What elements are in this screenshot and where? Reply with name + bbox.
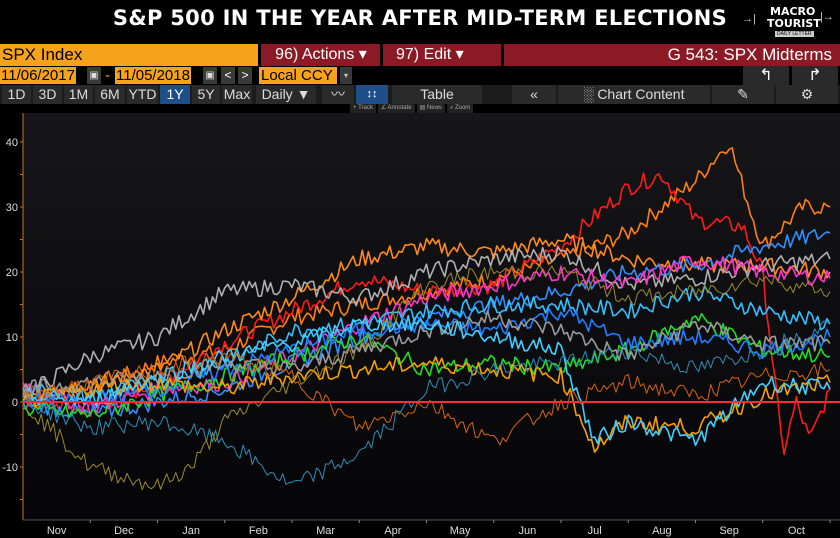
x-tick-label: May (450, 525, 471, 537)
date-separator: - (105, 67, 110, 84)
currency-select[interactable]: Local CCY (259, 67, 337, 84)
period-button-ytd[interactable]: YTD (127, 85, 158, 104)
line-series-grey-1 (22, 246, 831, 399)
graph-title: G 543: SPX Midterms (667, 45, 832, 64)
line-chart[interactable]: -10 0 10 20 30 40 Nov Dec Jan Feb Mar Apr May Jun Jul A… (0, 104, 840, 538)
chart-content-icon: ░ (583, 86, 594, 102)
sub-toolbar: + Track ∠ Annotate ▤ News ⌕ Zoom (350, 104, 475, 113)
logo-line1: MACRO (770, 5, 816, 18)
period-button-1y[interactable]: 1Y (160, 85, 190, 104)
undo-button[interactable]: ↰ (743, 66, 789, 85)
x-tick-label: Apr (384, 525, 401, 537)
news-tool[interactable]: ▤ News (416, 104, 445, 113)
logo: →| MACRO TOURIST DAILY LETTER |→ (740, 3, 836, 41)
start-date-input[interactable]: 11/06/2017 (0, 67, 76, 84)
y-tick-label: 0 (12, 397, 18, 409)
line-series-teal (22, 320, 831, 485)
actions-menu-button[interactable]: 96) Actions ▾ (262, 44, 380, 66)
x-tick-label: Dec (114, 525, 134, 537)
track-tool[interactable]: + Track (350, 104, 376, 113)
settings-icon[interactable]: ⚙ (776, 85, 838, 104)
x-tick-label: Sep (719, 525, 739, 537)
annotate-tool[interactable]: ∠ Annotate (377, 104, 415, 113)
y-tick-label: 10 (6, 332, 18, 344)
x-tick-label: Jun (519, 525, 537, 537)
line-series-olive (22, 263, 831, 491)
divider (501, 44, 504, 66)
period-button-1m[interactable]: 1M (64, 85, 93, 104)
collapse-icon[interactable]: « (512, 85, 556, 104)
logo-line2: TOURIST (767, 17, 821, 30)
edit-icon[interactable]: ✎ (712, 85, 774, 104)
frequency-select[interactable]: Daily ▼ (256, 85, 316, 104)
x-tick-label: Jan (182, 525, 200, 537)
x-tick-label: Feb (249, 525, 268, 537)
x-tick-label: Oct (788, 525, 805, 537)
security-field[interactable]: SPX Index (0, 44, 258, 66)
chart-content-button[interactable]: ░ Chart Content (558, 85, 710, 104)
y-tick-label: 30 (6, 202, 18, 214)
line-series-grey-2 (22, 310, 831, 394)
arrow-left-icon: →| (742, 13, 756, 25)
x-tick-label: Mar (316, 525, 335, 537)
line-series-amber (22, 356, 831, 453)
y-tick-label: -10 (2, 462, 18, 474)
prev-period-button[interactable]: < (221, 67, 235, 84)
page-title: S&P 500 IN THE YEAR AFTER MID-TERM ELECT… (112, 6, 728, 30)
table-button[interactable]: Table (392, 85, 482, 104)
calendar-icon[interactable]: ▣ (203, 67, 217, 84)
line-series-cyan-2 (22, 315, 831, 447)
end-date-input[interactable]: 11/05/2018 (115, 67, 191, 84)
y-tick-label: 20 (6, 267, 18, 279)
line-chart-icon[interactable]: 〰 (322, 85, 354, 104)
x-tick-label: Aug (652, 525, 672, 537)
y-tick-label: 40 (6, 137, 18, 149)
chevron-down-icon[interactable]: ▾ (340, 67, 352, 84)
calendar-icon[interactable]: ▣ (87, 67, 101, 84)
edit-menu-button[interactable]: 97) Edit ▾ (383, 44, 501, 66)
period-button-5y[interactable]: 5Y (192, 85, 220, 104)
period-button-6m[interactable]: 6M (95, 85, 125, 104)
logo-line3: DAILY LETTER (775, 31, 814, 37)
divider (258, 44, 261, 66)
compare-icon[interactable]: ↕↕ (356, 85, 388, 104)
line-series-orange-peak (22, 147, 831, 408)
plot-area (23, 113, 840, 520)
chart-content-label: Chart Content (597, 86, 685, 102)
period-button-3d[interactable]: 3D (33, 85, 62, 104)
divider (380, 44, 383, 66)
next-period-button[interactable]: > (238, 67, 252, 84)
x-tick-label: Jul (588, 525, 602, 537)
line-series-dark-orange (22, 351, 831, 446)
arrow-right-icon: |→ (820, 11, 834, 23)
period-button-max[interactable]: Max (222, 85, 252, 104)
title-bar: S&P 500 IN THE YEAR AFTER MID-TERM ELECT… (0, 0, 840, 44)
redo-button[interactable]: ↱ (792, 66, 838, 85)
line-series-orange-2 (22, 233, 831, 402)
zoom-tool[interactable]: ⌕ Zoom (446, 104, 474, 113)
period-button-1d[interactable]: 1D (2, 85, 31, 104)
x-tick-label: Nov (47, 525, 67, 537)
line-series-blue-1 (22, 228, 831, 419)
